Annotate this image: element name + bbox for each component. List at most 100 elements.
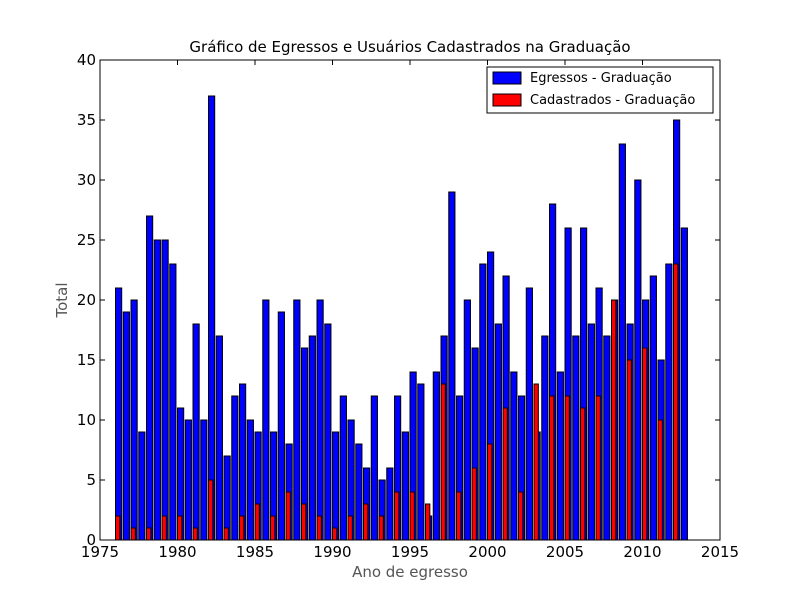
bar-egressos <box>525 287 533 541</box>
bar-egressos <box>161 239 169 541</box>
chart-title: Gráfico de Egressos e Usuários Cadastrad… <box>189 38 630 56</box>
bar-cadastrados <box>394 491 400 541</box>
bar-egressos <box>649 275 657 541</box>
bar-cadastrados <box>347 515 353 541</box>
bar-egressos <box>308 335 316 541</box>
bar-egressos <box>146 215 154 541</box>
bar-cadastrados <box>471 467 477 541</box>
bar-egressos <box>223 455 231 541</box>
bar-egressos <box>169 263 177 541</box>
x-tick-label: 1975 <box>81 543 119 561</box>
bar-egressos <box>277 311 285 541</box>
bar-egressos <box>355 443 363 541</box>
x-axis-label: Ano de egresso <box>352 563 468 581</box>
bar-cadastrados <box>564 395 570 541</box>
legend-label-cadastrados: Cadastrados - Graduação <box>530 93 695 108</box>
bar-cadastrados <box>456 491 462 541</box>
y-tick-label: 0 <box>86 531 96 549</box>
bar-cadastrados <box>642 347 648 541</box>
bar-egressos <box>324 323 332 541</box>
bar-cadastrados <box>502 407 508 541</box>
bar-cadastrados <box>192 527 198 541</box>
bar-cadastrados <box>409 491 415 541</box>
bar-egressos <box>401 431 409 541</box>
bar-egressos <box>293 299 301 541</box>
bar-cadastrados <box>533 383 539 541</box>
bar-cadastrados <box>115 515 121 541</box>
bar-egressos <box>634 179 642 541</box>
bar-cadastrados <box>580 407 586 541</box>
bar-cadastrados <box>487 443 493 541</box>
bar-egressos <box>603 335 611 541</box>
x-tick-label: 2000 <box>468 543 506 561</box>
bar-egressos <box>448 191 456 541</box>
bar-cadastrados <box>208 479 214 541</box>
bar-cadastrados <box>595 395 601 541</box>
y-tick-label: 25 <box>77 231 96 249</box>
bar-egressos <box>122 311 130 541</box>
bar-egressos <box>332 431 340 541</box>
legend-box <box>486 66 714 114</box>
legend-swatch-egressos <box>492 71 522 85</box>
bar-egressos <box>494 323 502 541</box>
bar-cadastrados <box>285 491 291 541</box>
x-tick-label: 1985 <box>236 543 274 561</box>
bar-cadastrados <box>332 527 338 541</box>
bar-cadastrados <box>130 527 136 541</box>
bar-egressos <box>665 263 673 541</box>
bar-egressos <box>556 371 564 541</box>
bar-cadastrados <box>177 515 183 541</box>
bar-cadastrados <box>626 359 632 541</box>
bar-egressos <box>262 299 270 541</box>
bar-cadastrados <box>673 263 679 541</box>
bar-egressos <box>587 323 595 541</box>
bar-egressos <box>246 419 254 541</box>
bar-cadastrados <box>316 515 322 541</box>
legend-label-egressos: Egressos - Graduação <box>530 71 672 86</box>
bar-egressos <box>316 299 324 541</box>
y-tick-label: 5 <box>86 471 96 489</box>
bar-cadastrados <box>440 383 446 541</box>
bar-cadastrados <box>239 515 245 541</box>
y-axis-label: Total <box>53 282 71 318</box>
bar-egressos <box>680 227 688 541</box>
legend-swatch-cadastrados <box>492 93 522 107</box>
bar-egressos <box>192 323 200 541</box>
bar-cadastrados <box>270 515 276 541</box>
x-tick-label: 1980 <box>158 543 196 561</box>
bar-cadastrados <box>223 527 229 541</box>
y-tick-label: 10 <box>77 411 96 429</box>
bar-egressos <box>370 395 378 541</box>
x-tick-label: 1990 <box>313 543 351 561</box>
bar-cadastrados <box>378 515 384 541</box>
bar-egressos <box>510 371 518 541</box>
bar-cadastrados <box>301 503 307 541</box>
bar-cadastrados <box>518 491 524 541</box>
bar-egressos <box>115 287 123 541</box>
bar-egressos <box>417 383 425 541</box>
bar-cadastrados <box>161 515 167 541</box>
bar-cadastrados <box>363 503 369 541</box>
bar-cadastrados <box>146 527 152 541</box>
bar-egressos <box>463 299 471 541</box>
bar-cadastrados <box>611 299 617 541</box>
bar-egressos <box>184 419 192 541</box>
y-tick-label: 35 <box>77 111 96 129</box>
bar-egressos <box>572 335 580 541</box>
legend: Egressos - Graduação Cadastrados - Gradu… <box>486 66 714 114</box>
y-tick-label: 40 <box>77 51 96 69</box>
bar-egressos <box>541 335 549 541</box>
bar-egressos <box>339 395 347 541</box>
bar-egressos <box>432 371 440 541</box>
bar-egressos <box>231 395 239 541</box>
bar-egressos <box>479 263 487 541</box>
bar-egressos <box>215 335 223 541</box>
y-tick-label: 30 <box>77 171 96 189</box>
bar-egressos <box>130 299 138 541</box>
bar-egressos <box>386 467 394 541</box>
bar-cadastrados <box>425 503 431 541</box>
bar-egressos <box>208 95 216 541</box>
axis-ticks: 1975 1980 1985 1990 1995 2000 2005 2010 20150510… <box>77 51 739 561</box>
bar-cadastrados <box>657 419 663 541</box>
